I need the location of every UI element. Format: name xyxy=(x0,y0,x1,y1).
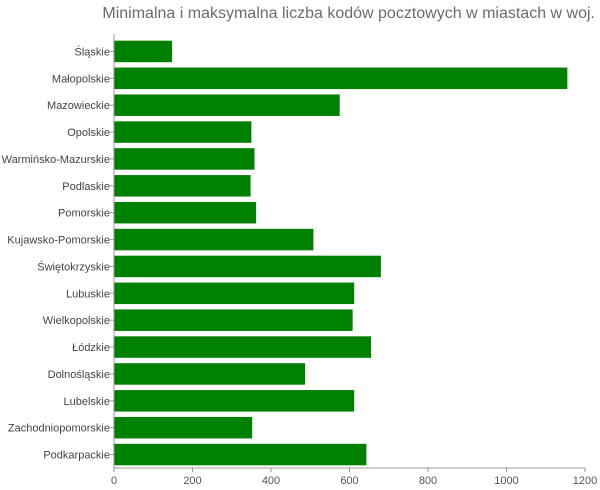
category-label-10: Wielkopolskie xyxy=(43,315,110,327)
category-label-13: Lubelskie xyxy=(64,396,110,408)
bar-2 xyxy=(114,94,340,116)
category-label-6: Pomorskie xyxy=(58,208,110,220)
category-label-7: Kujawsko-Pomorskie xyxy=(7,235,110,247)
x-tick-label-6: 1200 xyxy=(573,475,597,487)
category-label-4: Warmińsko-Mazurskie xyxy=(2,154,110,166)
x-tick-label-0: 0 xyxy=(111,475,117,487)
category-label-0: Śląskie xyxy=(75,45,110,58)
category-label-11: Łódzkie xyxy=(72,342,110,354)
x-tick-label-4: 800 xyxy=(419,475,437,487)
x-tick-label-2: 400 xyxy=(262,475,280,487)
bar-7 xyxy=(114,228,314,251)
bar-4 xyxy=(114,148,255,170)
category-label-15: Podkarpackie xyxy=(43,450,110,462)
category-label-2: Mazowieckie xyxy=(47,100,110,112)
x-tick-label-5: 1000 xyxy=(494,475,518,487)
x-tick-label-1: 200 xyxy=(183,475,201,487)
bar-5 xyxy=(114,175,251,197)
x-axis: 0 200 400 600 800 1000 1200 xyxy=(111,34,597,487)
category-label-9: Lubuskie xyxy=(66,288,110,300)
bar-8 xyxy=(114,255,381,278)
category-label-14: Zachodniopomorskie xyxy=(8,423,110,435)
category-labels: Śląskie Małopolskie Mazowieckie Opolskie War… xyxy=(2,45,114,462)
bar-9 xyxy=(114,282,355,305)
bar-3 xyxy=(114,121,252,143)
category-label-8: Świętokrzyskie xyxy=(37,260,110,273)
category-label-3: Opolskie xyxy=(67,127,110,139)
bar-10 xyxy=(114,309,353,331)
chart-title: Minimalna i maksymalna liczba kodów pocz… xyxy=(102,5,595,22)
bar-6 xyxy=(114,201,257,224)
bar-13 xyxy=(114,390,355,412)
bar-1 xyxy=(114,67,568,90)
bar-12 xyxy=(114,363,306,385)
bar-15 xyxy=(114,443,367,466)
category-label-5: Podlaskie xyxy=(62,181,110,193)
bar-11 xyxy=(114,336,372,358)
category-label-1: Małopolskie xyxy=(52,73,110,85)
bar-0 xyxy=(114,40,173,63)
bar-14 xyxy=(114,416,253,439)
bars-layer xyxy=(114,40,568,466)
x-tick-label-3: 600 xyxy=(340,475,358,487)
category-label-12: Dolnośląskie xyxy=(48,369,110,381)
